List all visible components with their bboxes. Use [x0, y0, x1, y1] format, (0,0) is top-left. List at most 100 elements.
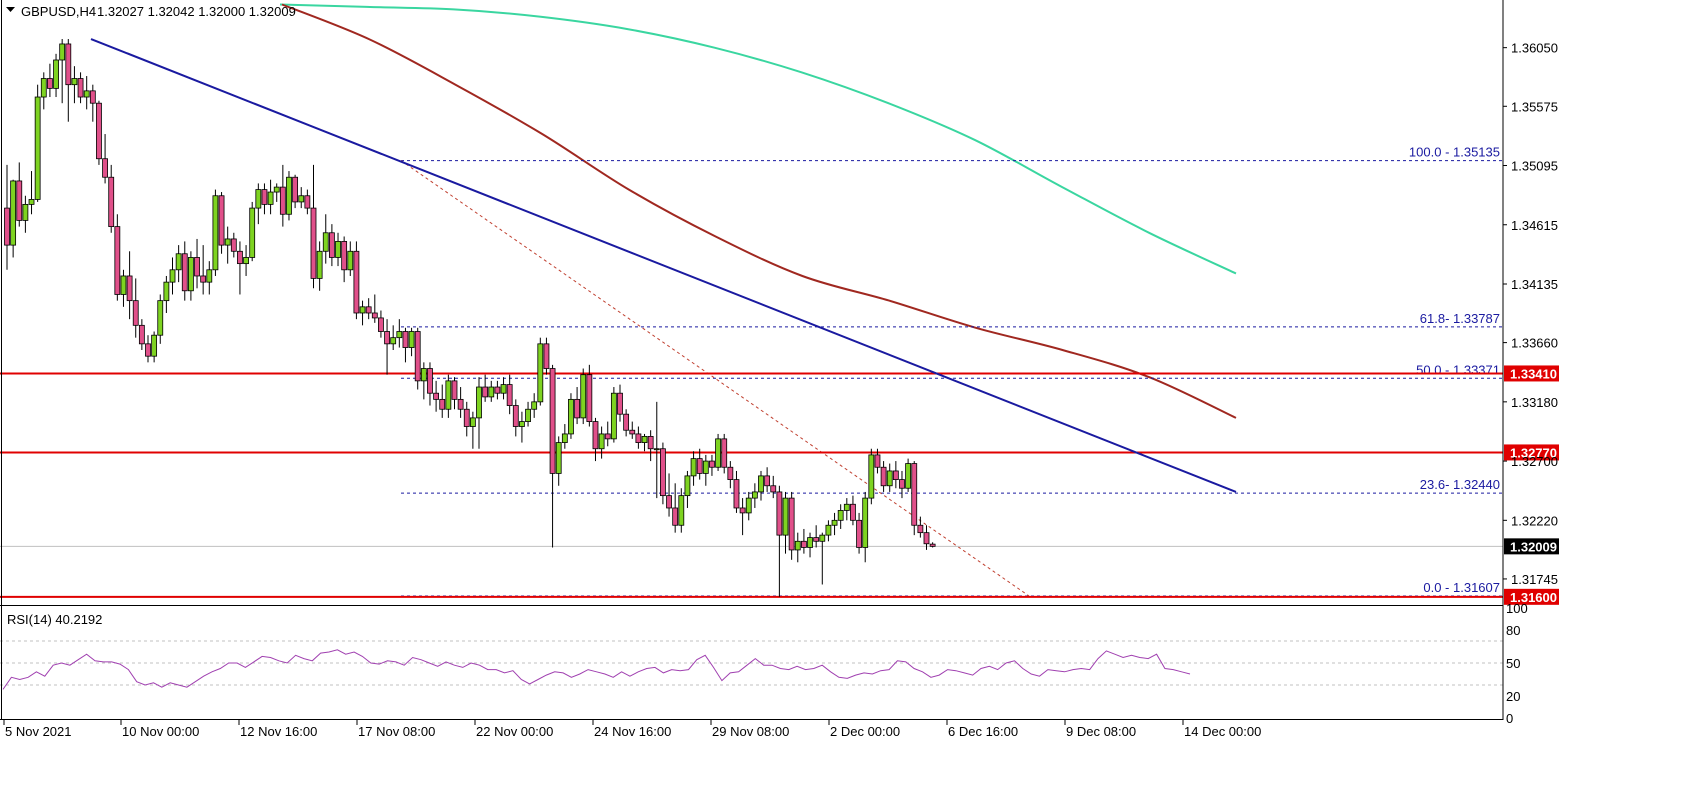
bullish-candle — [831, 519, 838, 526]
bullish-candle — [255, 189, 262, 209]
bearish-candle — [813, 537, 820, 542]
bearish-candle — [384, 331, 390, 345]
rsi-tick-label: 20 — [1506, 689, 1520, 704]
bullish-candle — [335, 241, 341, 258]
bullish-candle — [151, 334, 158, 357]
bearish-candle — [635, 433, 642, 443]
bearish-candle — [181, 253, 188, 292]
symbol-label: GBPUSD,H4 — [21, 4, 96, 19]
level-price-label: 1.31600 — [1510, 590, 1557, 605]
rsi-tick-label: 50 — [1506, 656, 1520, 671]
frame-layer — [0, 0, 1504, 720]
bullish-candle — [825, 524, 832, 536]
bullish-candle — [359, 306, 366, 314]
bearish-candle — [114, 226, 121, 295]
bearish-candle — [230, 238, 237, 252]
bullish-candle — [120, 275, 127, 295]
bullish-candle — [641, 435, 648, 443]
bearish-candle — [261, 189, 268, 205]
bearish-candle — [402, 331, 409, 348]
bullish-candle — [653, 448, 660, 451]
bullish-candle — [249, 207, 256, 258]
bearish-candle — [911, 463, 918, 526]
bearish-candle — [96, 102, 102, 160]
bullish-candle — [868, 454, 875, 499]
bullish-candle — [537, 343, 544, 403]
bearish-candle — [371, 312, 378, 319]
bearish-candle — [365, 306, 372, 314]
bullish-candle — [580, 374, 587, 419]
bullish-candle — [519, 421, 525, 427]
bullish-candle — [862, 497, 869, 548]
bearish-candle — [463, 408, 470, 427]
level-price-tag — [1504, 588, 1559, 605]
bullish-candle — [316, 250, 323, 279]
time-tick-label: 17 Nov 08:00 — [358, 724, 435, 739]
time-tick-label: 5 Nov 2021 — [5, 724, 72, 739]
time-tick-label: 24 Nov 16:00 — [594, 724, 671, 739]
bullish-candle — [476, 386, 482, 419]
bearish-candle — [482, 386, 489, 398]
bullish-candle — [267, 191, 274, 205]
fib-level-label: 61.8- 1.33787 — [1420, 311, 1500, 326]
bearish-candle — [604, 433, 611, 440]
bullish-candle — [71, 78, 78, 86]
level-price-tag — [1504, 444, 1559, 461]
bearish-candle — [721, 438, 728, 468]
fib-level-label: 100.0 - 1.35135 — [1409, 145, 1500, 160]
bullish-candle — [678, 495, 685, 526]
chart-menu-triangle-icon[interactable] — [6, 7, 15, 12]
bearish-candle — [89, 90, 96, 104]
bullish-candle — [175, 253, 182, 271]
bearish-candle — [917, 524, 924, 534]
fib-level-label: 50.0 - 1.33371 — [1416, 362, 1500, 377]
bearish-candle — [126, 275, 133, 302]
bearish-candle — [304, 195, 311, 209]
bearish-candle — [770, 485, 777, 493]
bullish-candle — [206, 269, 213, 283]
bullish-candle — [28, 199, 35, 205]
bearish-candle — [200, 275, 207, 283]
bearish-candle — [427, 368, 433, 394]
slow-moving-average-line — [279, 3, 1237, 275]
price-tick-label: 1.34615 — [1511, 218, 1558, 233]
bearish-candle — [592, 421, 599, 450]
bearish-candle — [102, 158, 108, 178]
time-tick-label: 2 Dec 00:00 — [830, 724, 900, 739]
level-price-tag — [1504, 365, 1559, 382]
bullish-candle — [751, 491, 758, 499]
time-tick-label: 22 Nov 00:00 — [476, 724, 553, 739]
bullish-candle — [905, 463, 912, 489]
trend-line — [90, 38, 1237, 493]
current-price-label: 1.32009 — [1510, 539, 1557, 554]
bearish-candle — [457, 398, 464, 410]
price-tick-label: 1.31745 — [1511, 572, 1558, 587]
bearish-candle — [739, 507, 746, 514]
bullish-candle — [745, 497, 752, 514]
bearish-candle — [880, 466, 887, 487]
bullish-candle — [568, 398, 574, 435]
price-axis: 1.36050 1.35575 1.35095 1.34615 1.34135 1.336… — [1503, 41, 1558, 587]
bullish-candle — [555, 442, 562, 474]
bearish-candle — [617, 392, 623, 415]
bearish-candle — [341, 241, 348, 271]
rsi-line — [2, 649, 1191, 690]
bearish-candle — [194, 257, 200, 277]
bullish-candle — [53, 59, 59, 89]
time-tick-label: 9 Dec 08:00 — [1066, 724, 1136, 739]
time-axis: 5 Nov 2021 10 Nov 00:00 12 Nov 16:00 17 Nov… — [3, 720, 1261, 739]
bullish-candle — [286, 176, 292, 215]
bearish-candle — [47, 78, 53, 89]
bullish-candle — [420, 368, 427, 382]
bearish-candle — [801, 540, 807, 548]
bearish-candle — [586, 374, 593, 422]
bullish-candle — [782, 497, 789, 536]
fib-level-label: 0.0 - 1.31607 — [1423, 580, 1500, 595]
price-tick-label: 1.36050 — [1511, 41, 1558, 56]
bearish-candle — [353, 250, 360, 314]
bullish-candle — [715, 438, 721, 468]
current-price-tag — [1504, 538, 1559, 555]
bearish-candle — [77, 78, 84, 98]
bearish-candle — [574, 398, 580, 419]
